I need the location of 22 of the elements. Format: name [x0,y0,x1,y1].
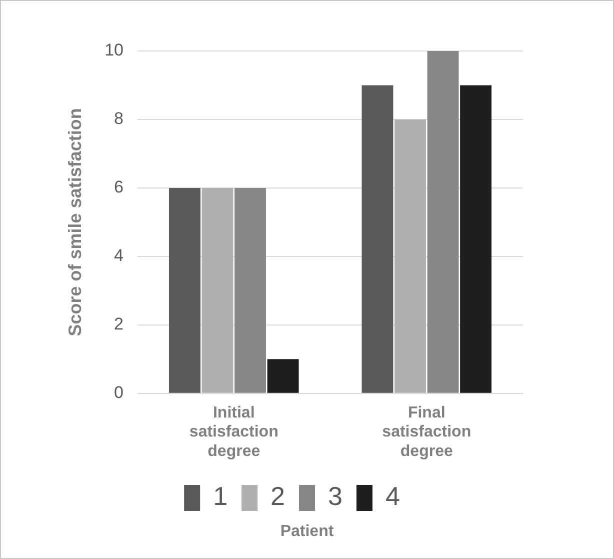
bar [202,188,234,393]
bar [362,85,394,393]
legend-title: Patient [279,523,335,541]
x-tick-label: Initial satisfaction degree [189,404,278,460]
bar [234,188,266,393]
legend-label: 1 [213,481,228,512]
bar [427,51,459,393]
bar [169,188,200,393]
y-tick-label: 10 [104,40,124,60]
y-tick-label: 4 [114,246,124,266]
bar [267,359,299,393]
bar [394,119,426,393]
bar [460,85,492,393]
legend-label: 3 [328,481,342,512]
y-tick-label: 8 [114,109,124,128]
y-tick-label: 2 [114,314,124,334]
legend-label: 4 [385,481,400,512]
y-tick-label: 6 [114,178,124,197]
x-tick-label: Final satisfaction degree [382,404,472,460]
legend-label: 2 [270,481,286,512]
y-axis-title: Score of smile satisfaction [64,108,85,336]
y-tick-label: 0 [114,383,124,402]
